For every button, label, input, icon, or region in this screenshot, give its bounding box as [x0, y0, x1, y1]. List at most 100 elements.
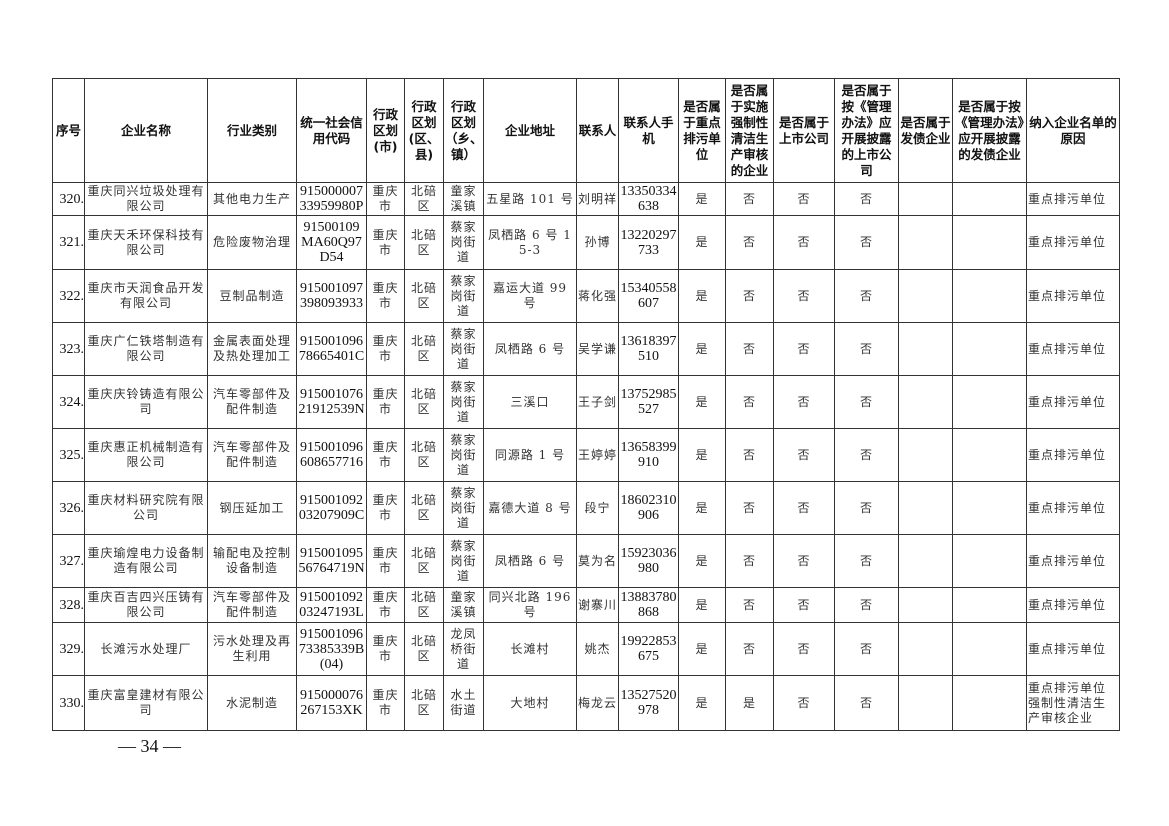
- table-cell: 其他电力生产: [207, 182, 297, 216]
- table-cell: 否: [834, 215, 899, 270]
- table-cell: 谢寨川: [576, 587, 619, 623]
- table-cell: 北碚区: [404, 269, 444, 323]
- table-cell: [952, 534, 1027, 588]
- table-cell: 重点排污单位: [1026, 587, 1120, 623]
- table-cell: 蔡家岗街道: [443, 428, 484, 482]
- table-cell: 段宁: [576, 481, 619, 535]
- table-cell: 重庆天禾环保科技有限公司: [84, 215, 208, 270]
- table-cell: 否: [834, 534, 899, 588]
- table-cell: [952, 375, 1027, 429]
- table-cell: [898, 622, 953, 676]
- table-cell: 长滩村: [483, 622, 577, 676]
- table-cell: 水土街道: [443, 675, 484, 731]
- table-cell: 姚杰: [576, 622, 619, 676]
- table-cell: 蔡家岗街道: [443, 534, 484, 588]
- page-number: — 34 —: [118, 736, 181, 756]
- column-header: 行政区划（乡、镇）: [443, 78, 484, 183]
- table-row: 325. 重庆惠正机械制造有限公司 汽车零部件及配件制造 91500109660865…: [52, 428, 1120, 482]
- table-cell: 刘明祥: [576, 182, 619, 216]
- table-cell: 是: [678, 534, 726, 588]
- table-cell: 是: [678, 269, 726, 323]
- table-cell: 是: [678, 675, 726, 731]
- column-header: 行政区划(市): [366, 78, 405, 183]
- table-cell: 重点排污单位强制性清洁生产审核企业: [1026, 675, 1120, 731]
- column-header: 是否属于重点排污单位: [678, 78, 726, 183]
- table-cell: 15923036980: [618, 534, 679, 588]
- table-cell: 13220297733: [618, 215, 679, 270]
- table-cell: 嘉运大道 99 号: [483, 269, 577, 323]
- table-cell: 328.: [52, 587, 85, 623]
- table-cell: 否: [773, 375, 835, 429]
- table-cell: 91500109203247193L: [296, 587, 367, 623]
- table-cell: 否: [834, 182, 899, 216]
- table-cell: 324.: [52, 375, 85, 429]
- table-cell: 重庆同兴垃圾处理有限公司: [84, 182, 208, 216]
- table-cell: 13883780868: [618, 587, 679, 623]
- table-cell: 否: [834, 622, 899, 676]
- table-cell: [898, 675, 953, 731]
- table-cell: 否: [773, 587, 835, 623]
- table-cell: 蔡家岗街道: [443, 481, 484, 535]
- column-header: 行业类别: [207, 78, 297, 183]
- table-cell: 91500107621912539N: [296, 375, 367, 429]
- table-cell: 梅龙云: [576, 675, 619, 731]
- table-cell: 否: [773, 534, 835, 588]
- table-cell: 重庆惠正机械制造有限公司: [84, 428, 208, 482]
- table-cell: [898, 375, 953, 429]
- table-cell: 321.: [52, 215, 85, 270]
- table-cell: 否: [725, 269, 774, 323]
- table-cell: 否: [773, 269, 835, 323]
- table-cell: 五星路 101 号: [483, 182, 577, 216]
- table-cell: 凤栖路 6 号: [483, 534, 577, 588]
- table-cell: 重庆市: [366, 428, 405, 482]
- table-cell: 否: [834, 322, 899, 376]
- table-cell: 重庆百吉四兴压铸有限公司: [84, 587, 208, 623]
- table-cell: 91500000733959980P: [296, 182, 367, 216]
- table-cell: [898, 269, 953, 323]
- table-row: 330. 重庆富皇建材有限公司 水泥制造 915000076267153XK 重庆市 北碚…: [52, 675, 1120, 731]
- table-cell: 重庆广仁铁塔制造有限公司: [84, 322, 208, 376]
- column-header: 联系人: [576, 78, 619, 183]
- table-cell: [952, 675, 1027, 731]
- column-header: 纳入企业名单的原因: [1026, 78, 1120, 183]
- table-cell: 否: [725, 622, 774, 676]
- table-cell: [898, 428, 953, 482]
- table-row: 324. 重庆庆铃铸造有限公司 汽车零部件及配件制造 9150010762191253…: [52, 375, 1120, 429]
- table-cell: 是: [725, 675, 774, 731]
- table-cell: 北碚区: [404, 322, 444, 376]
- table-cell: 否: [773, 675, 835, 731]
- table-cell: [952, 622, 1027, 676]
- table-cell: 莫为名: [576, 534, 619, 588]
- table-cell: 北碚区: [404, 534, 444, 588]
- table-cell: 否: [773, 182, 835, 216]
- table-cell: 蔡家岗街道: [443, 322, 484, 376]
- table-cell: 孙博: [576, 215, 619, 270]
- table-cell: 325.: [52, 428, 85, 482]
- table-cell: 330.: [52, 675, 85, 731]
- table-cell: 重点排污单位: [1026, 322, 1120, 376]
- table-cell: [952, 481, 1027, 535]
- table-cell: [898, 322, 953, 376]
- table-cell: 91500109673385339B(04): [296, 622, 367, 676]
- column-header: 序号: [52, 78, 85, 183]
- table-cell: [898, 481, 953, 535]
- table-cell: 王子剑: [576, 375, 619, 429]
- table-cell: 91500109556764719N: [296, 534, 367, 588]
- table-cell: 蔡家岗街道: [443, 269, 484, 323]
- table-header-row: 序号 企业名称 行业类别 统一社会信用代码 行政区划(市) 行政区划(区、县) 行政区划（乡…: [52, 78, 1120, 183]
- table-cell: 重点排污单位: [1026, 428, 1120, 482]
- table-cell: 重点排污单位: [1026, 215, 1120, 270]
- table-cell: 18602310906: [618, 481, 679, 535]
- table-cell: [952, 215, 1027, 270]
- table-cell: 是: [678, 375, 726, 429]
- table-cell: 同兴北路 196 号: [483, 587, 577, 623]
- column-header: 联系人手机: [618, 78, 679, 183]
- table-cell: 重庆市: [366, 215, 405, 270]
- table-cell: 重点排污单位: [1026, 534, 1120, 588]
- table-cell: 320.: [52, 182, 85, 216]
- table-row: 327. 重庆瑜煌电力设备制造有限公司 输配电及控制设备制造 915001095567…: [52, 534, 1120, 588]
- column-header: 是否属于按《管理办法》应开展披露的发债企业: [952, 78, 1027, 183]
- table-cell: [952, 428, 1027, 482]
- table-cell: 重庆瑜煌电力设备制造有限公司: [84, 534, 208, 588]
- table-cell: 北碚区: [404, 587, 444, 623]
